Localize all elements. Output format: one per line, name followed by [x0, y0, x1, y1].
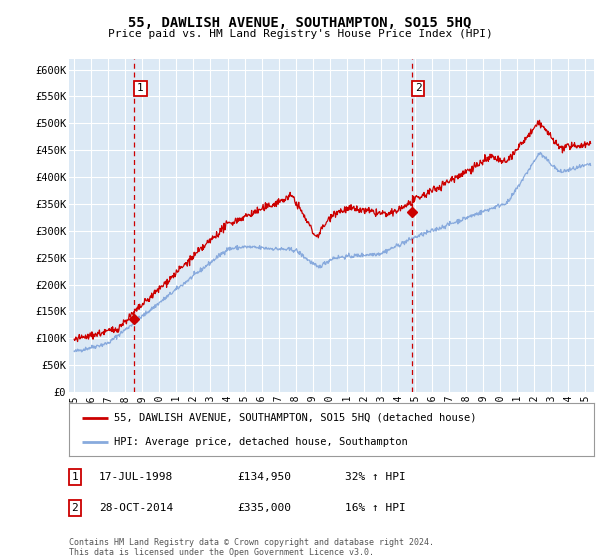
Text: £134,950: £134,950 [237, 472, 291, 482]
Text: 2: 2 [415, 83, 421, 94]
Text: 28-OCT-2014: 28-OCT-2014 [99, 503, 173, 513]
Text: HPI: Average price, detached house, Southampton: HPI: Average price, detached house, Sout… [113, 437, 407, 447]
Text: 32% ↑ HPI: 32% ↑ HPI [345, 472, 406, 482]
Text: 16% ↑ HPI: 16% ↑ HPI [345, 503, 406, 513]
Text: 1: 1 [71, 472, 79, 482]
Text: 17-JUL-1998: 17-JUL-1998 [99, 472, 173, 482]
Text: 55, DAWLISH AVENUE, SOUTHAMPTON, SO15 5HQ (detached house): 55, DAWLISH AVENUE, SOUTHAMPTON, SO15 5H… [113, 413, 476, 423]
Text: 55, DAWLISH AVENUE, SOUTHAMPTON, SO15 5HQ: 55, DAWLISH AVENUE, SOUTHAMPTON, SO15 5H… [128, 16, 472, 30]
Text: Contains HM Land Registry data © Crown copyright and database right 2024.
This d: Contains HM Land Registry data © Crown c… [69, 538, 434, 557]
Text: 1: 1 [137, 83, 144, 94]
Text: Price paid vs. HM Land Registry's House Price Index (HPI): Price paid vs. HM Land Registry's House … [107, 29, 493, 39]
Text: £335,000: £335,000 [237, 503, 291, 513]
Text: 2: 2 [71, 503, 79, 513]
